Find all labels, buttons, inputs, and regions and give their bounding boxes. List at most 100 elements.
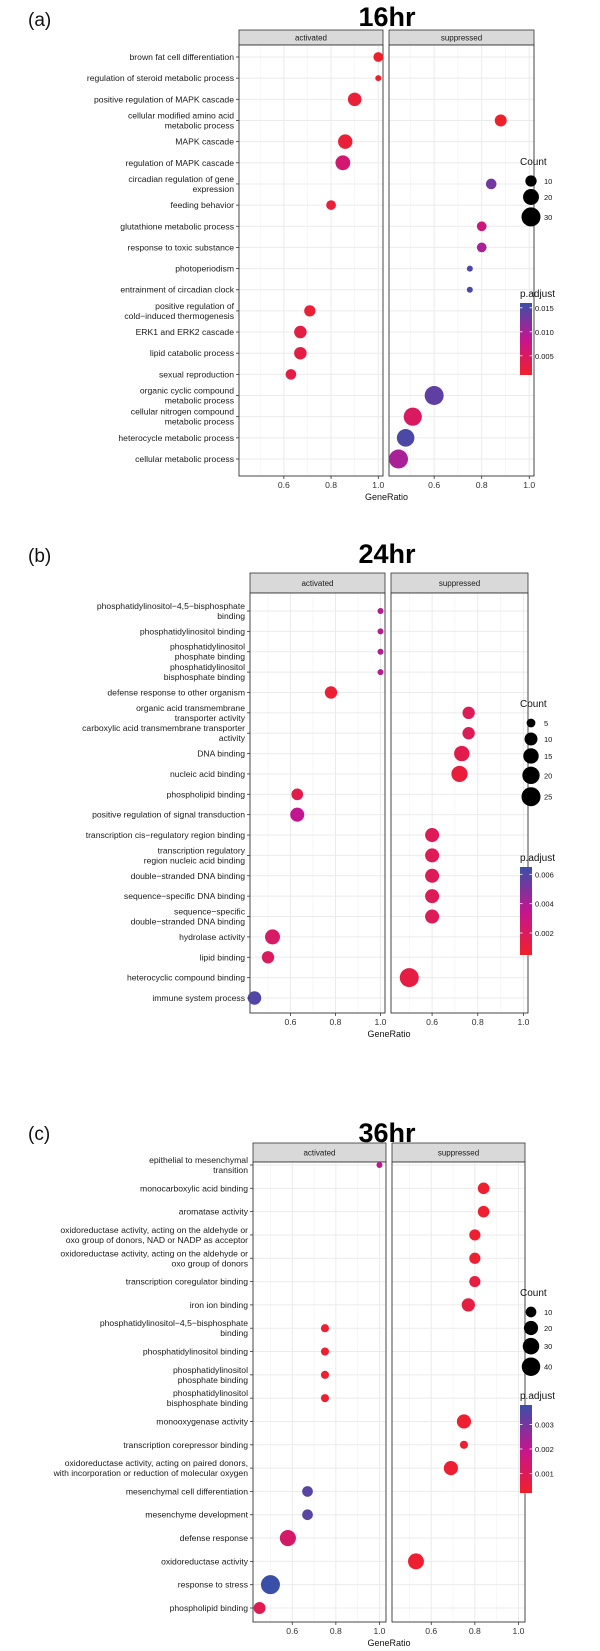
data-point — [476, 221, 487, 232]
x-tick-label: 0.8 — [472, 1017, 484, 1027]
size-legend-key — [522, 766, 540, 785]
y-tick-label: iron ion binding — [190, 1300, 249, 1310]
y-tick-label-line: oxo group of donors — [172, 1258, 248, 1268]
x-axis-title: GeneRatio — [367, 1638, 410, 1648]
y-tick-label-line: bisphosphate binding — [164, 672, 245, 682]
data-point — [451, 765, 468, 783]
y-tick-label-line: positive regulation of MAPK cascade — [94, 94, 234, 104]
panel-letter: (c) — [28, 1124, 50, 1145]
y-tick-label: phosphatidylinositol binding — [143, 1347, 248, 1357]
y-tick-label-line: binding — [217, 611, 245, 621]
y-tick-label: double−stranded DNA binding — [131, 871, 246, 881]
data-point — [466, 286, 473, 293]
y-tick-label: carboxylic acid transmembrane transporte… — [82, 723, 246, 743]
y-tick-label-line: metabolic process — [165, 396, 234, 406]
data-point — [265, 929, 280, 945]
y-tick-label: heterocyclic compound binding — [127, 973, 245, 983]
data-point — [320, 1370, 330, 1379]
size-legend-key — [524, 732, 538, 746]
data-point — [320, 1324, 330, 1333]
data-point — [335, 155, 351, 171]
data-point — [459, 1440, 469, 1449]
x-tick-label: 1.0 — [372, 480, 384, 490]
x-tick-label: 0.8 — [469, 1626, 481, 1636]
facet-border — [238, 44, 384, 477]
y-tick-label-line: defense response to other organism — [107, 687, 245, 697]
data-point — [279, 1529, 296, 1547]
facet-suppressed: suppressed 0.6 0.8 1.0 — [391, 1142, 526, 1636]
y-tick-label-line: phosphatidylinositol — [173, 1365, 248, 1375]
facet-strip-label: activated — [295, 34, 327, 43]
color-bar-label: 0.004 — [535, 900, 554, 909]
data-point — [461, 1298, 475, 1312]
y-tick-label: sequence−specific DNA binding — [124, 891, 245, 901]
y-tick-label-line: phosphatidylinositol — [170, 642, 245, 652]
facet-background — [389, 45, 534, 476]
y-tick-label: transcription coregulator binding — [126, 1277, 249, 1287]
y-tick-label-line: double−stranded DNA binding — [131, 917, 246, 927]
y-tick-label-line: response to stress — [178, 1580, 248, 1590]
data-point — [375, 75, 382, 82]
data-point — [425, 909, 440, 924]
color-legend: p.adjust 0.006 0.004 0.002 — [520, 853, 555, 955]
y-tick-label-line: metabolic process — [165, 417, 234, 427]
data-point — [302, 1486, 313, 1497]
y-tick-label-line: phospholipid binding — [170, 1603, 249, 1613]
panel-letter: (a) — [28, 10, 51, 31]
y-tick-label: regulation of steroid metabolic process — [87, 73, 234, 83]
data-point — [377, 669, 384, 676]
color-bar-label: 0.006 — [535, 870, 554, 879]
y-tick-label-line: oxidoreductase activity, acting on the a… — [60, 1248, 248, 1258]
y-tick-label-line: oxo group of donors, NAD or NADP as acce… — [66, 1235, 248, 1245]
y-tick-label-line: heterocycle metabolic process — [118, 433, 234, 443]
y-tick-label-line: oxidoreductase activity, acting on the a… — [60, 1225, 248, 1235]
y-tick-label: phosphatidylinositol bisphosphate binding — [164, 662, 245, 682]
y-tick-label: heterocycle metabolic process — [118, 433, 234, 443]
data-point — [462, 727, 475, 740]
data-point — [326, 200, 336, 210]
x-tick-label: 1.0 — [517, 1017, 529, 1027]
panel-title: 24hr — [358, 539, 416, 569]
data-point — [425, 889, 440, 904]
y-tick-label: positive regulation of signal transducti… — [92, 810, 245, 820]
color-bar-label: 0.002 — [535, 1445, 554, 1454]
y-tick-label-line: phospholipid binding — [167, 789, 246, 799]
data-point — [304, 305, 316, 317]
y-tick-label: organic cyclic compound metabolic process — [140, 386, 234, 406]
y-tick-label: phosphatidylinositol bisphosphate binding — [167, 1388, 248, 1408]
data-point — [320, 1394, 330, 1403]
data-point — [425, 848, 440, 863]
x-tick-label: 1.0 — [512, 1626, 524, 1636]
color-bar-label: 0.002 — [535, 929, 554, 938]
y-tick-label: response to stress — [178, 1580, 248, 1590]
facet-activated: activated 0.6 0.8 1.0 — [252, 1142, 387, 1636]
x-tick-label: 0.6 — [428, 480, 440, 490]
data-point — [377, 628, 384, 635]
data-point — [425, 868, 440, 883]
size-legend-label: 20 — [544, 771, 552, 780]
x-tick-label: 1.0 — [375, 1017, 387, 1027]
y-tick-label-line: aromatase activity — [179, 1207, 249, 1217]
y-tick-label-line: expression — [192, 184, 234, 194]
color-legend: p.adjust 0.003 0.002 0.001 — [520, 1391, 555, 1493]
y-tick-label-line: photoperiodism — [175, 264, 234, 274]
size-legend-key — [525, 175, 537, 187]
y-tick-label: phosphatidylinositol phosphate binding — [170, 642, 245, 662]
data-point — [347, 92, 362, 107]
y-tick-label: regulation of MAPK cascade — [126, 158, 235, 168]
y-tick-label-line: hydrolase activity — [179, 932, 246, 942]
y-tick-label-line: lipid catabolic process — [150, 348, 234, 358]
panel-24hr: (b) 24hr activated 0.6 0.8 1.0 suppressed 0.6 0.… — [28, 539, 555, 1039]
color-bar-label: 0.001 — [535, 1469, 554, 1478]
y-tick-label-line: phosphate binding — [178, 1375, 248, 1385]
color-legend-title: p.adjust — [520, 1391, 555, 1402]
size-legend-title: Count — [520, 157, 547, 168]
y-tick-label-line: organic acid transmembrane — [136, 703, 245, 713]
color-bar-label: 0.010 — [535, 328, 554, 337]
size-legend-key — [525, 1306, 537, 1318]
data-point — [477, 1182, 490, 1195]
y-tick-label-line: phosphatidylinositol — [173, 1388, 248, 1398]
y-tick-label: hydrolase activity — [179, 932, 246, 942]
